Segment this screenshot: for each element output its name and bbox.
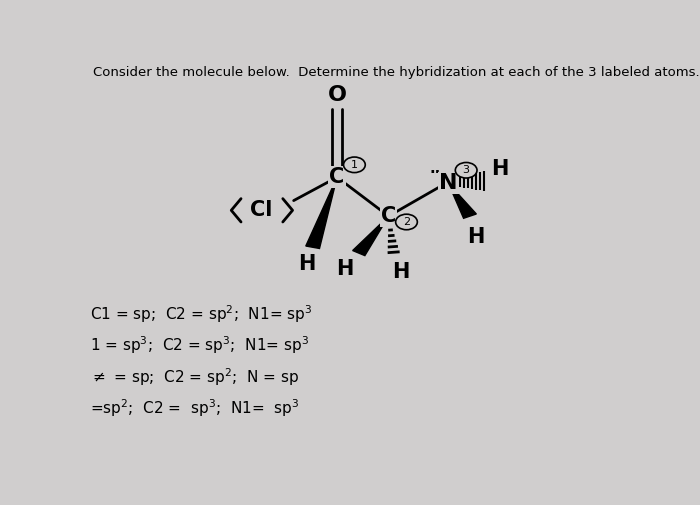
Text: $\neq$ = sp;  C2 = sp$^2$;  N = sp: $\neq$ = sp; C2 = sp$^2$; N = sp (90, 366, 299, 387)
Text: H: H (467, 227, 484, 247)
Text: H: H (491, 160, 508, 179)
Polygon shape (353, 216, 389, 256)
Text: O: O (328, 84, 346, 105)
Text: H: H (392, 262, 410, 282)
Polygon shape (306, 177, 337, 248)
Circle shape (395, 214, 417, 230)
Text: H: H (337, 259, 354, 279)
Text: 1: 1 (351, 160, 358, 170)
Text: =sp$^2$;  C2 =  sp$^3$;  N1=  sp$^3$: =sp$^2$; C2 = sp$^3$; N1= sp$^3$ (90, 397, 300, 419)
Text: 1 = sp$^3$;  C2 = sp$^3$;  N1= sp$^3$: 1 = sp$^3$; C2 = sp$^3$; N1= sp$^3$ (90, 335, 309, 357)
Text: N: N (439, 173, 458, 193)
Text: 3: 3 (463, 165, 470, 175)
Text: C: C (330, 167, 344, 187)
Text: Consider the molecule below.  Determine the hybridization at each of the 3 label: Consider the molecule below. Determine t… (93, 67, 699, 79)
Polygon shape (448, 183, 476, 218)
Text: C: C (381, 206, 396, 226)
Text: ··: ·· (429, 165, 440, 180)
Circle shape (344, 157, 365, 173)
Text: C1 = sp;  C2 = sp$^2$;  N1= sp$^3$: C1 = sp; C2 = sp$^2$; N1= sp$^3$ (90, 304, 313, 325)
Text: 2: 2 (403, 217, 410, 227)
Text: Cl: Cl (250, 200, 272, 220)
Circle shape (455, 163, 477, 178)
Text: H: H (298, 254, 316, 274)
